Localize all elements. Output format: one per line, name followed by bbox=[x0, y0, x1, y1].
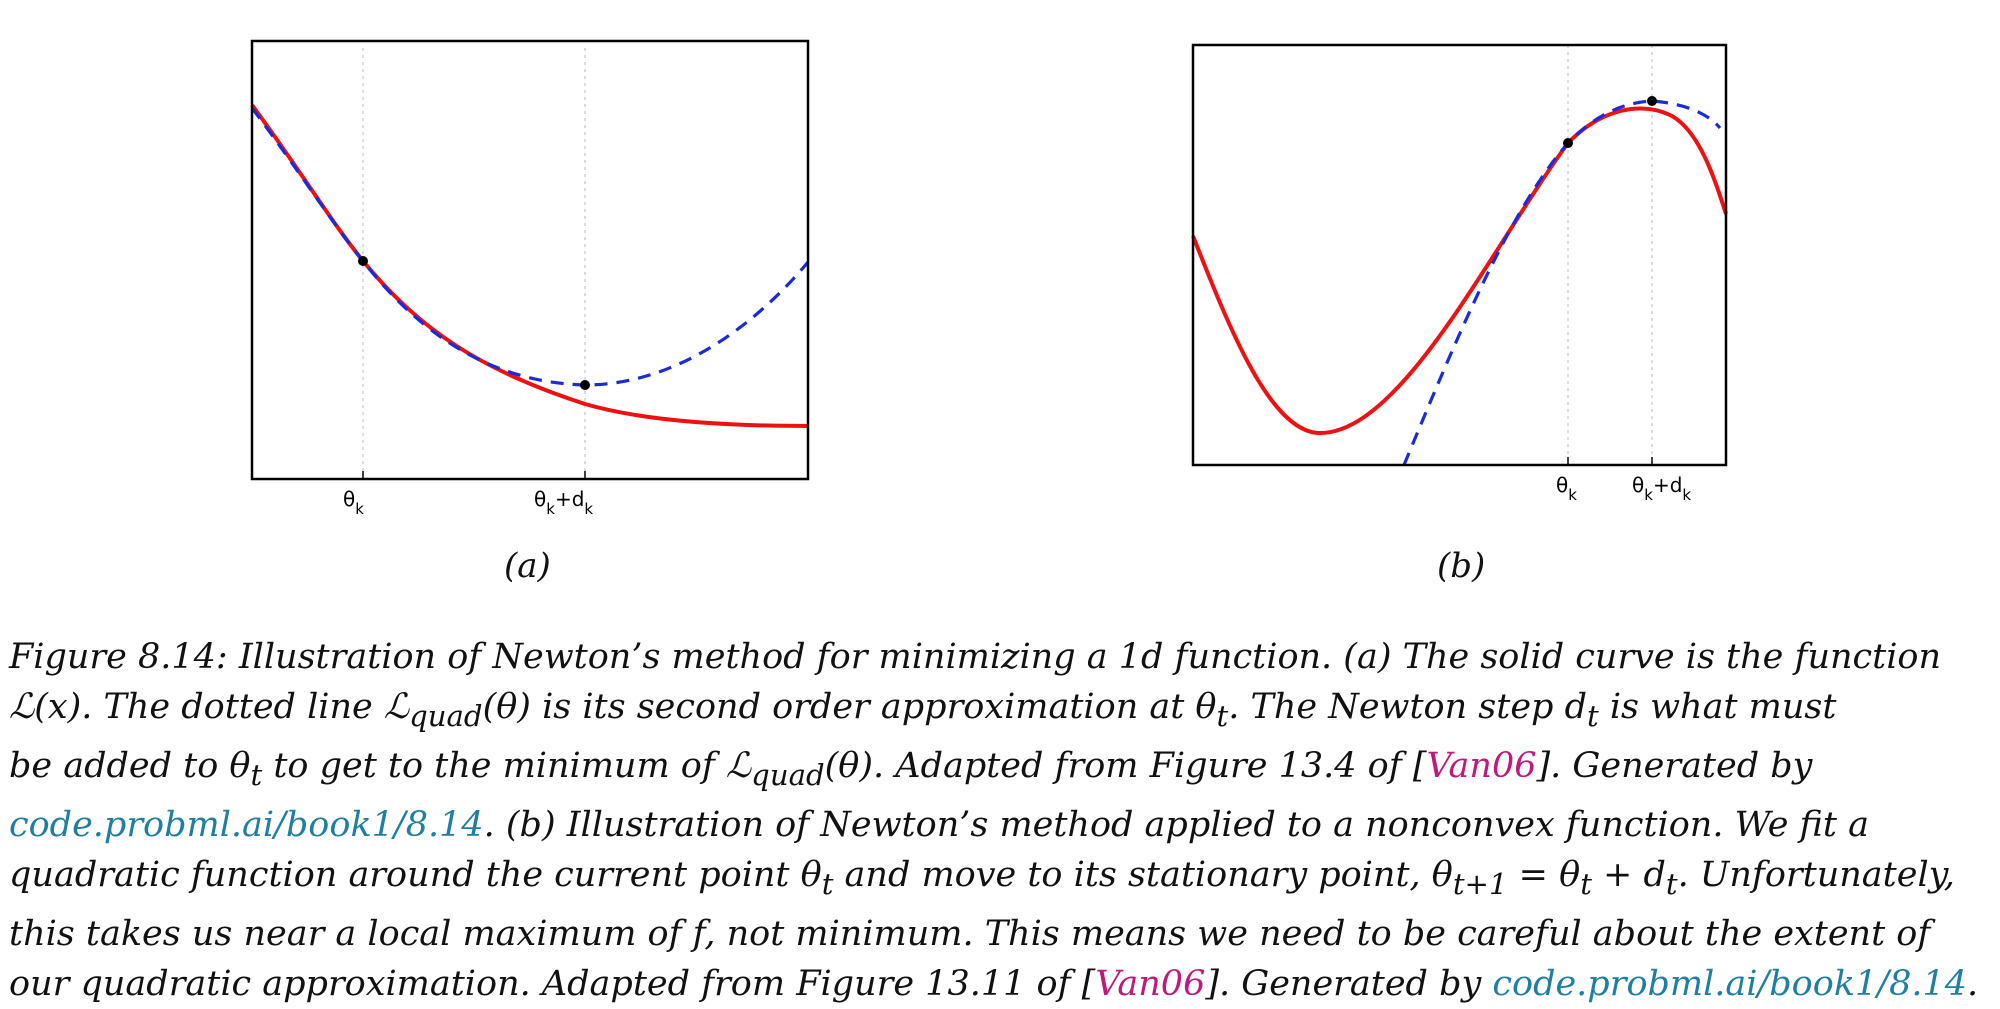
citation-link-van06-2[interactable]: Van06 bbox=[1095, 964, 1206, 1004]
panel-a-quadratic-approx bbox=[250, 107, 810, 387]
caption-line-7: our quadratic approximation. Adapted fro… bbox=[9, 964, 1979, 1004]
panel-a: θk θk+dk bbox=[250, 39, 810, 518]
panel-b-function-curve bbox=[1191, 106, 1728, 436]
panel-a-tick-label-theta: θk bbox=[343, 487, 364, 518]
citation-link-van06[interactable]: Van06 bbox=[1426, 746, 1537, 786]
figure-caption: Figure 8.14: Illustration of Newton’s me… bbox=[9, 632, 1991, 1009]
caption-line-5: quadratic function around the current po… bbox=[9, 855, 1955, 901]
panel-b-current-point bbox=[1563, 138, 1573, 148]
caption-line-6: this takes us near a local maximum of f,… bbox=[9, 914, 1931, 954]
panel-a-current-point bbox=[358, 256, 368, 266]
panel-b-quadratic-approx bbox=[1402, 99, 1722, 466]
panel-b-frame bbox=[1191, 43, 1728, 467]
panel-a-frame bbox=[250, 39, 810, 481]
panel-a-tick-label-step: θk+dk bbox=[534, 487, 593, 518]
panel-b-newton-step-point bbox=[1647, 96, 1657, 106]
caption-line-4: code.probml.ai/book1/8.14. (b) Illustrat… bbox=[9, 805, 1869, 845]
panel-b: θk θk+dk bbox=[1191, 43, 1728, 504]
panel-b-tick-label-theta: θk bbox=[1556, 473, 1577, 504]
code-link-2[interactable]: code.probml.ai/book1/8.14 bbox=[1492, 964, 1968, 1004]
figure-canvas: θk θk+dk θk θk+dk bbox=[250, 39, 1728, 518]
panel-a-label: (a) bbox=[504, 546, 551, 586]
code-link[interactable]: code.probml.ai/book1/8.14 bbox=[9, 805, 484, 845]
caption-line-2: ℒ(x). The dotted line ℒquad(θ) is its se… bbox=[9, 687, 1837, 733]
caption-line-1: Figure 8.14: Illustration of Newton’s me… bbox=[9, 637, 1942, 677]
panel-b-label: (b) bbox=[1437, 546, 1486, 586]
panel-b-tick-label-step: θk+dk bbox=[1632, 473, 1691, 504]
caption-line-3: be added to θt to get to the minimum of … bbox=[9, 746, 1813, 792]
panel-a-newton-step-point bbox=[580, 380, 590, 390]
